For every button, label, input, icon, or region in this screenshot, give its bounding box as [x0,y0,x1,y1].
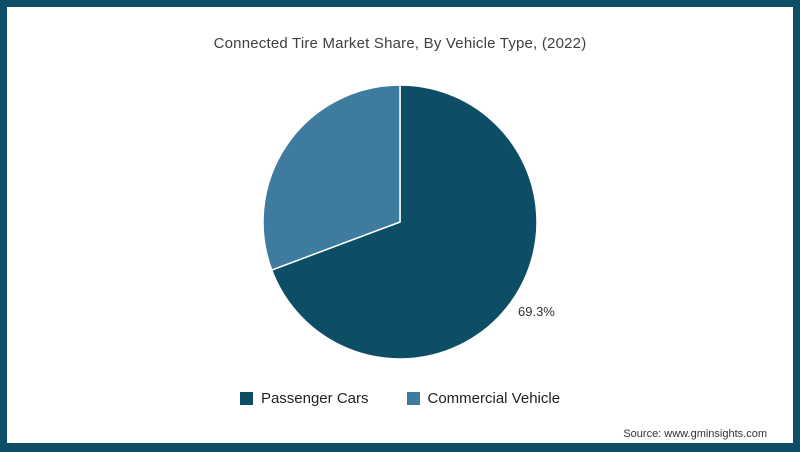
pie-data-label-passenger-cars: 69.3% [518,304,555,319]
legend-label-commercial-vehicle: Commercial Vehicle [427,390,561,407]
legend-item-passenger-cars: Passenger Cars [239,390,369,407]
chart-title: Connected Tire Market Share, By Vehicle … [213,35,587,52]
pie-slice-passenger-cars [270,84,538,360]
legend-swatch-passenger-cars [239,392,253,405]
chart-area: Connected Tire Market Share, By Vehicle … [7,7,793,443]
legend-label-passenger-cars: Passenger Cars [260,390,369,407]
pie-svg [262,84,538,360]
legend: Passenger Cars Commercial Vehicle [7,390,793,407]
source-attribution: Source: www.gminsights.com [623,428,767,440]
pie-chart [260,82,540,362]
legend-item-commercial-vehicle: Commercial Vehicle [406,390,561,407]
legend-swatch-commercial-vehicle [406,392,420,405]
pie-slice-commercial-vehicle [262,84,401,271]
